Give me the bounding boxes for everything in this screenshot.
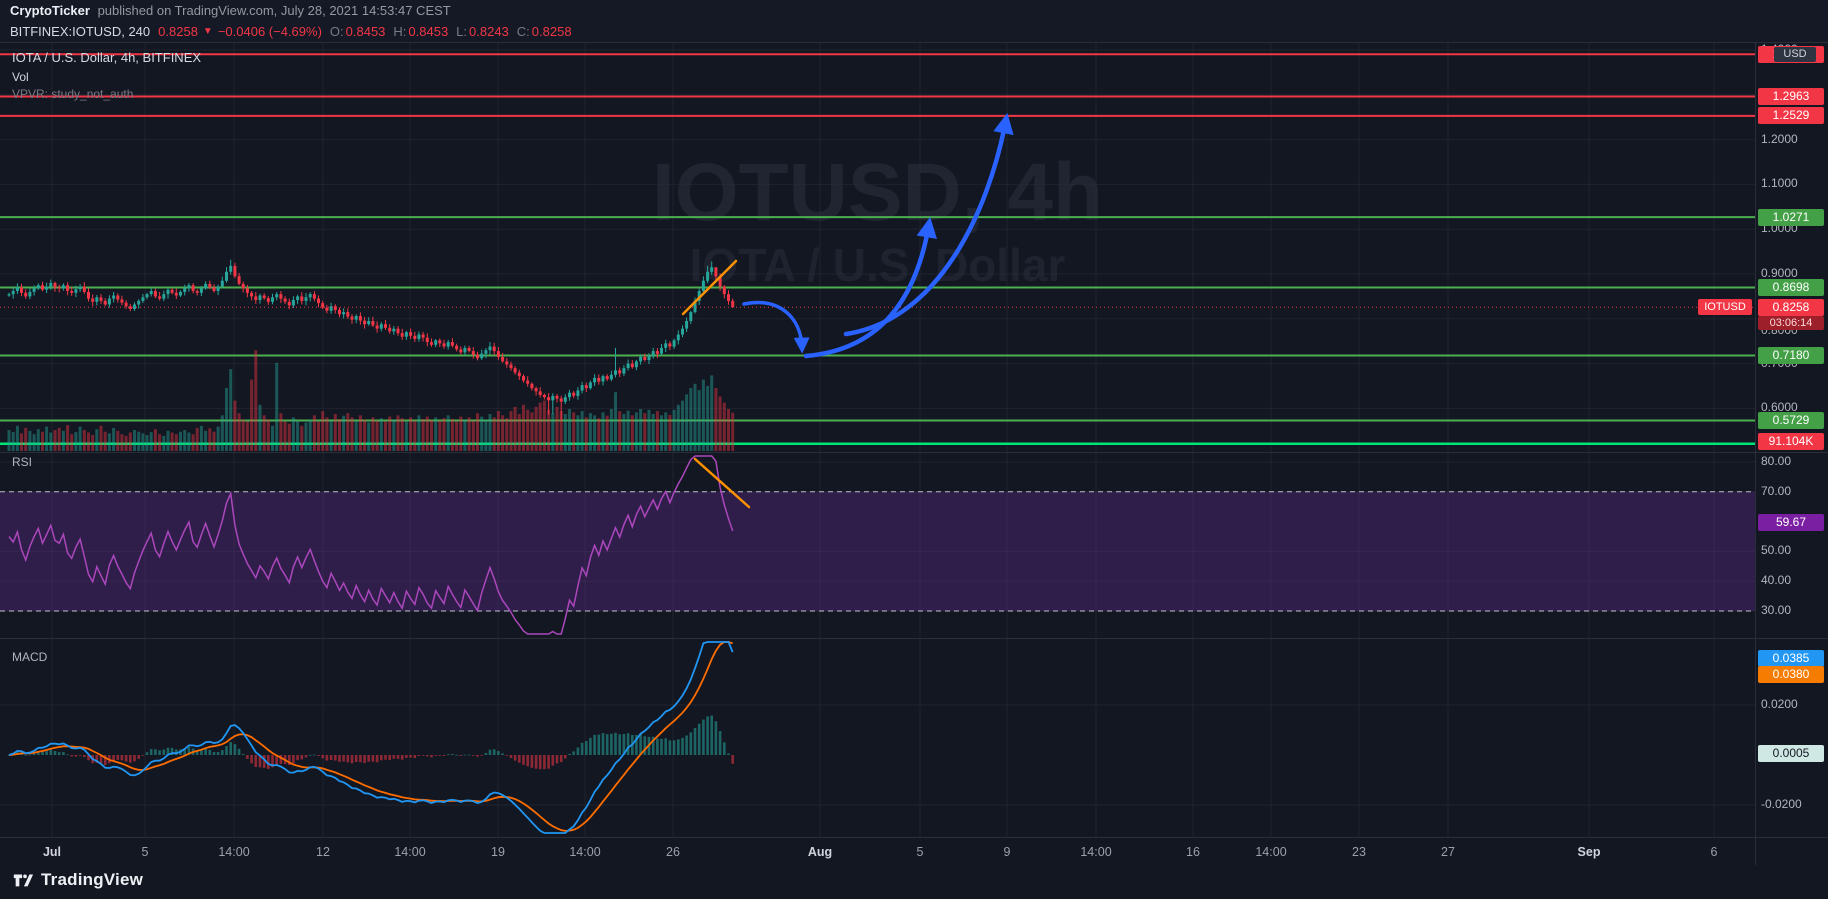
time-tick-label: 23 [1352,845,1366,859]
timescale-separator [0,837,1828,838]
low-label: L: [456,24,468,39]
macd-value-badge: 0.0380 [1758,666,1824,684]
time-tick-label: 26 [666,845,680,859]
high-value: 0.8453 [408,24,449,39]
price-axis-badge: 91.104K [1758,432,1824,450]
price-axis-badge: 0.5729 [1758,412,1824,430]
macd-value-badge: 0.0385 [1758,650,1824,668]
time-tick-label: 14:00 [1080,845,1112,859]
price-axis-badge: 1.2963 [1758,87,1824,105]
publisher-author: CryptoTicker [10,3,90,18]
tradingview-logo-icon [13,874,34,887]
time-tick-label: 14:00 [218,845,250,859]
time-tick-label: 5 [141,845,149,859]
price-tick-label: 0.9000 [1761,266,1798,280]
low-value: 0.8243 [469,24,509,39]
price-tick-label: 0.6000 [1761,400,1798,415]
price-tick-label: 1.2000 [1761,131,1798,146]
time-tick-label: 27 [1441,845,1455,859]
price-axis-badge: 0.8258 [1758,298,1824,316]
price-axis-badge: 0.7180 [1758,347,1824,365]
macd-pane-label[interactable]: MACD [12,650,48,664]
rsi-tick-label: 50.00 [1761,543,1792,558]
time-tick-label: Sep [1577,845,1601,859]
bar-countdown-badge: 03:06:14 [1758,315,1824,330]
close-label: C: [516,24,530,39]
price-tick-label: 1.1000 [1761,176,1798,191]
rsi-tick-label: 30.00 [1761,603,1792,617]
time-tick-label: 14:00 [394,845,426,859]
macd-pane-separator[interactable] [0,638,1828,639]
high-label: H: [393,24,407,39]
header-separator [0,42,1828,43]
rsi-tick-label: 70.00 [1761,483,1792,498]
price-line-symbol-tag: IOTUSD [1698,299,1752,315]
series-legend[interactable]: IOTA / U.S. Dollar, 4h, BITFINEX [12,50,202,65]
open-label: O: [329,24,344,39]
macd-tick-label: 0.0200 [1761,697,1798,711]
time-tick-label: 5 [916,845,924,859]
currency-unit-button[interactable]: USD [1774,47,1816,63]
rsi-value-badge: 59.67 [1758,514,1824,532]
rsi-pane-separator[interactable] [0,452,1828,453]
rsi-tick-label: 80.00 [1761,454,1792,468]
time-tick-label: 12 [316,845,330,859]
time-tick-label: 14:00 [569,845,601,859]
tradingview-logo-text: TradingView [41,870,144,889]
price-axis-badge: 1.2529 [1758,107,1824,125]
time-tick-label: 6 [1710,845,1718,859]
time-tick-label: Jul [42,845,62,859]
time-tick-label: 19 [491,845,505,859]
time-tick-label: 16 [1186,845,1200,859]
tradingview-logo[interactable]: TradingView [12,869,143,891]
price-change: −0.0406 (−4.69%) [217,24,322,39]
symbol-name[interactable]: BITFINEX:IOTUSD, 240 [10,24,151,39]
close-value: 0.8258 [531,24,572,39]
last-price: 0.8258 [158,24,198,39]
direction-arrow-icon: ▼ [202,26,213,37]
time-tick-label: 14:00 [1255,845,1287,859]
macd-value-badge: 0.0005 [1758,745,1824,763]
pricescale-separator [1755,42,1756,865]
time-tick-label: 9 [1003,845,1011,859]
open-value: 0.8453 [345,24,386,39]
rsi-pane-label[interactable]: RSI [12,455,33,469]
time-tick-label: Aug [807,845,833,859]
rsi-tick-label: 40.00 [1761,573,1792,588]
vpvr-legend[interactable]: VPVR: study_not_auth [12,87,134,101]
symbol-info-bar: BITFINEX:IOTUSD, 240 0.8258 ▼ −0.0406 (−… [0,21,1828,42]
publisher-info: published on TradingView.com, July 28, 2… [93,3,451,18]
volume-legend[interactable]: Vol [12,70,29,84]
macd-tick-label: -0.0200 [1761,797,1802,811]
price-axis-badge: 0.8698 [1758,279,1824,297]
publisher-bar: CryptoTicker published on TradingView.co… [0,0,1828,21]
price-axis-badge: 1.0271 [1758,208,1824,226]
